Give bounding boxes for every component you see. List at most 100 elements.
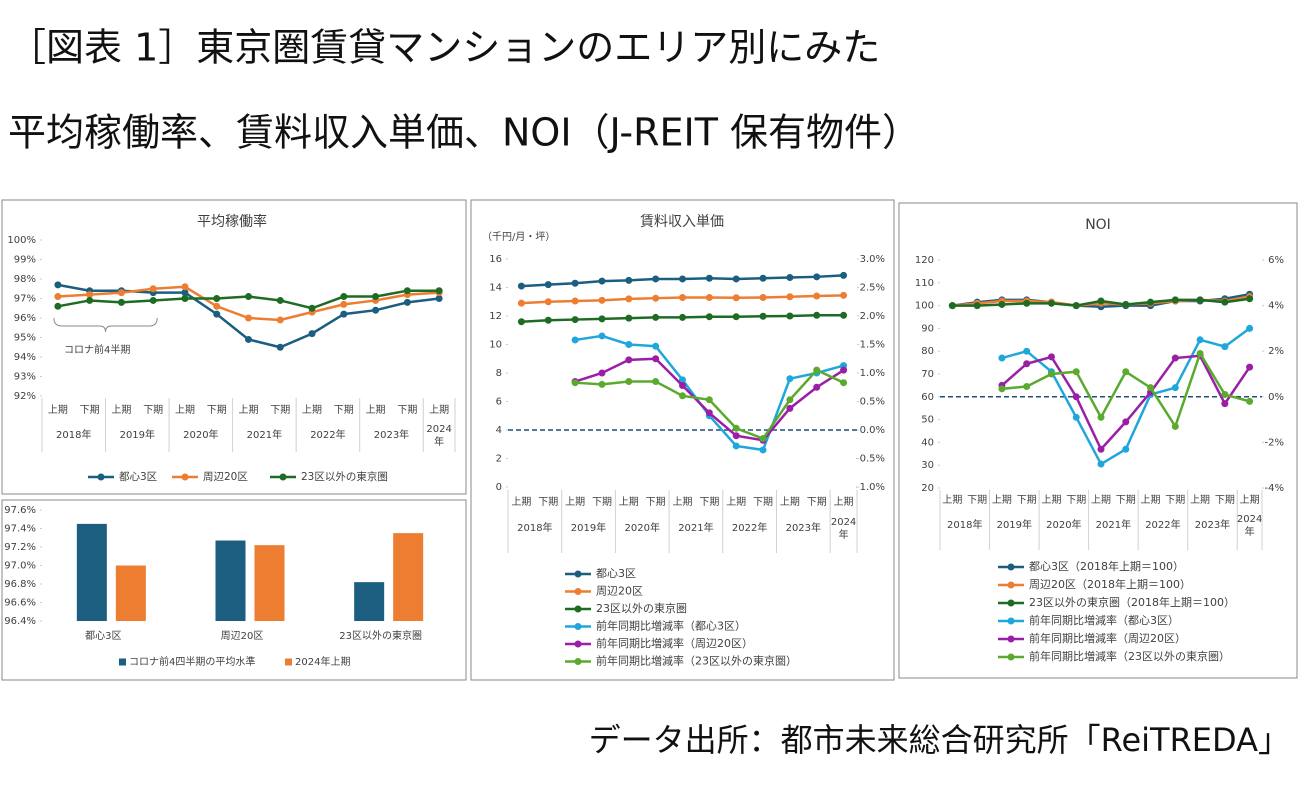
legend-label: 前年同期比増減率（周辺20区） (1029, 631, 1186, 645)
series-marker (625, 356, 633, 364)
x-tick-label: 下期 (807, 496, 827, 508)
y2-tick-label: 2% (1268, 346, 1284, 357)
series-marker (245, 335, 252, 343)
x-tick-label: 下期 (207, 404, 227, 416)
y-tick-label: 70 (921, 369, 934, 380)
x-tick-label: 下期 (538, 496, 558, 508)
x-tick-label: 上期 (565, 496, 585, 508)
series-marker (813, 366, 821, 374)
series-marker (625, 295, 633, 303)
series-marker (732, 275, 740, 283)
y-tick-label: 97% (14, 294, 36, 305)
series-marker (308, 330, 316, 338)
y-axis-label: （千円/月・坪） (482, 230, 555, 243)
y-tick-label: 99% (14, 255, 36, 266)
x-tick-label: 上期 (1141, 494, 1161, 506)
x-tick-label: 周辺20区 (221, 630, 264, 642)
x-tick-label: 下期 (1066, 494, 1086, 506)
series-marker (679, 392, 686, 400)
bar (254, 545, 285, 621)
y-tick-label: 10 (489, 340, 502, 351)
y-tick-label: 96.4% (4, 616, 36, 627)
series-marker (759, 293, 767, 301)
series-marker (245, 293, 252, 301)
x-tick-label: 上期 (619, 496, 639, 508)
series-marker (813, 292, 821, 300)
x-tick-label: 下期 (143, 404, 163, 416)
y2-tick-label: -4% (1265, 483, 1284, 494)
series-marker (1023, 383, 1031, 391)
series-marker (1122, 418, 1130, 426)
x-group-label-part: 2024 (1237, 514, 1262, 525)
series-marker (544, 298, 552, 306)
series-marker (948, 302, 956, 310)
series-marker (598, 315, 606, 323)
series-marker (786, 396, 794, 404)
y-tick-label: 50 (921, 415, 934, 426)
legend-marker (1007, 599, 1015, 607)
series-marker (308, 304, 316, 312)
x-tick-label: 上期 (302, 404, 322, 416)
series-marker (732, 442, 740, 450)
legend-marker (97, 473, 105, 481)
x-tick-label: 下期 (967, 494, 987, 506)
series-marker (652, 275, 660, 283)
x-tick-label: 下期 (270, 404, 290, 416)
series-marker (571, 316, 579, 324)
series-marker (1171, 384, 1179, 392)
x-tick-label: 下期 (1017, 494, 1037, 506)
series-marker (998, 385, 1006, 393)
x-group-label: 2019年 (571, 521, 606, 534)
legend-marker (574, 623, 582, 630)
bar (115, 565, 146, 621)
series-marker (340, 310, 348, 318)
legend-label: 周辺20区 (596, 585, 643, 598)
y-tick-label: 96% (14, 313, 36, 324)
legend-marker (1007, 581, 1015, 589)
series-marker (1147, 298, 1155, 306)
series-marker (276, 296, 284, 304)
legend-marker (574, 640, 582, 648)
series-marker (276, 343, 284, 351)
y2-tick-label: -0.5% (856, 454, 885, 465)
series-marker (571, 379, 579, 387)
series-marker (372, 293, 380, 301)
legend-label: 前年同期比増減率（23区以外の東京圏） (596, 654, 797, 668)
series-marker (652, 294, 660, 302)
series-marker (276, 316, 284, 324)
series-marker (117, 289, 125, 297)
series-marker (759, 446, 767, 454)
series-marker (1097, 297, 1105, 305)
y-tick-label: 20 (921, 483, 934, 494)
x-group-label: 2020年 (1046, 518, 1081, 531)
x-tick-label: 下期 (1165, 494, 1185, 506)
x-tick-label: 上期 (1190, 494, 1210, 506)
series-marker (652, 313, 660, 321)
series-marker (1221, 343, 1229, 351)
series-marker (1072, 368, 1080, 376)
y2-tick-label: -2% (1265, 437, 1284, 448)
series-marker (786, 274, 794, 282)
x-group-label: 2024 年 (831, 517, 856, 541)
series-marker (679, 293, 686, 301)
legend-marker (574, 570, 582, 578)
series-marker (1097, 413, 1105, 421)
legend-marker (279, 473, 287, 481)
x-group-label: 2021年 (678, 521, 713, 534)
series-marker (245, 314, 252, 322)
x-group-label-part: 2024 (426, 424, 451, 435)
series-marker (149, 285, 157, 293)
series-marker (625, 314, 633, 322)
y-tick-label: 16 (489, 254, 502, 265)
x-tick-label: 上期 (673, 496, 693, 508)
legend-swatch (119, 658, 126, 666)
bar (393, 533, 424, 621)
series-marker (598, 380, 606, 388)
legend-label: 前年同期比増減率（都心3区） (596, 619, 746, 633)
legend-label: 周辺20区（2018年上期＝100） (1029, 577, 1191, 591)
y2-tick-label: 2.0% (860, 311, 885, 322)
series-marker (732, 313, 740, 321)
x-tick-label: 上期 (48, 404, 68, 416)
series-marker (840, 366, 848, 374)
y2-tick-label: 3.0% (860, 254, 885, 265)
